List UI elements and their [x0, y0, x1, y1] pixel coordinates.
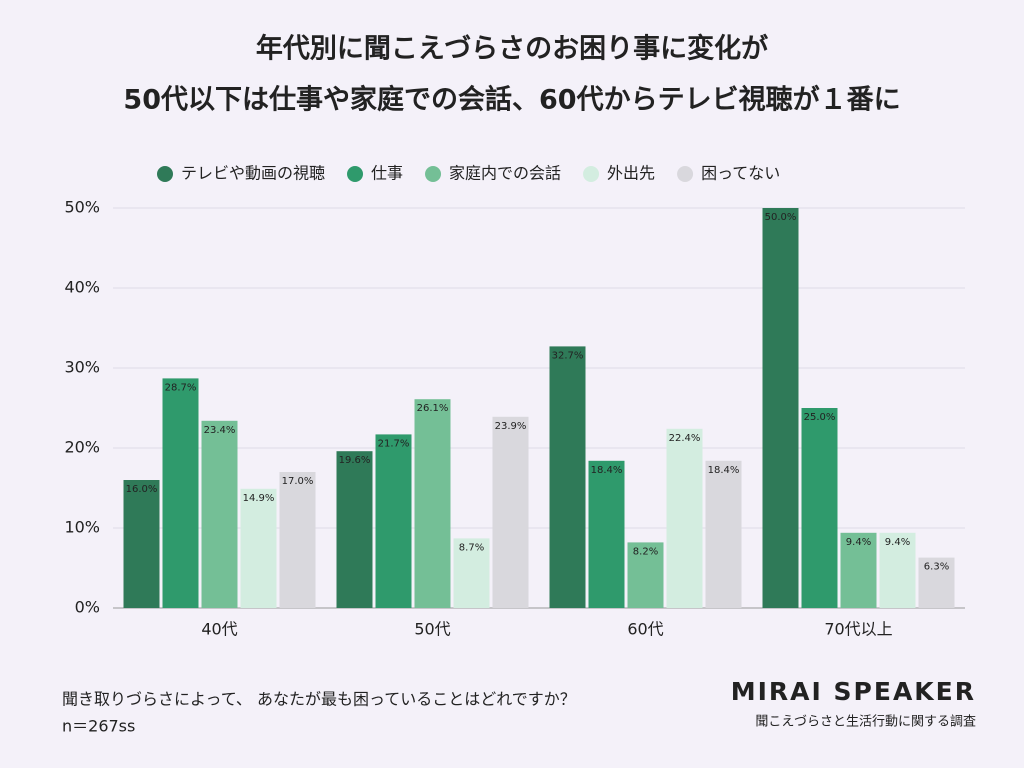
legend-swatch [583, 166, 600, 182]
bar [492, 416, 529, 608]
value-label: 50.0% [765, 212, 797, 223]
bar [762, 208, 799, 608]
legend-swatch [347, 166, 364, 182]
bar [705, 460, 742, 608]
value-label: 21.7% [378, 438, 410, 449]
question: 聞き取りづらさによって、 あなたが最も困っていることはどれですか？ [62, 690, 576, 709]
y-tick-label: 20% [64, 438, 100, 457]
sample-size: n＝267ss [62, 717, 135, 736]
legend-swatch [425, 166, 442, 182]
bar [588, 460, 625, 608]
y-tick-label: 40% [64, 278, 100, 297]
x-tick-label: 40代 [201, 620, 237, 639]
value-label: 9.4% [846, 537, 871, 548]
bar [162, 378, 199, 608]
bar [336, 451, 373, 608]
value-label: 8.7% [459, 542, 484, 553]
bar [201, 420, 238, 608]
legend-swatch [677, 166, 694, 182]
value-label: 23.4% [204, 425, 236, 436]
value-label: 22.4% [669, 433, 701, 444]
bar [279, 472, 316, 608]
value-label: 8.2% [633, 546, 658, 557]
y-tick-label: 0% [75, 598, 100, 617]
legend-label: 家庭内での会話 [449, 164, 561, 183]
value-label: 18.4% [591, 465, 623, 476]
bar [453, 538, 490, 608]
y-tick-label: 30% [64, 358, 100, 377]
y-tick-label: 50% [64, 198, 100, 217]
value-label: 18.4% [708, 465, 740, 476]
value-label: 25.0% [804, 412, 836, 423]
chart-title: 50代以下は仕事や家庭での会話、60代からテレビ視聴が１番に [123, 84, 900, 116]
value-label: 9.4% [885, 537, 910, 548]
value-label: 32.7% [552, 350, 584, 361]
bar [879, 532, 916, 608]
bar [666, 428, 703, 608]
legend-label: 外出先 [607, 164, 655, 183]
bar [414, 399, 451, 608]
bar [549, 346, 586, 608]
source: 聞こえづらさと生活行動に関する調査 [755, 715, 976, 730]
legend-label: 困ってない [701, 164, 780, 183]
bar [918, 557, 955, 608]
brand: MIRAI SPEAKER [731, 677, 976, 706]
value-label: 17.0% [282, 476, 314, 487]
bar [801, 408, 838, 608]
value-label: 23.9% [495, 421, 527, 432]
legend-label: 仕事 [371, 164, 403, 183]
value-label: 28.7% [165, 382, 197, 393]
value-label: 6.3% [924, 562, 949, 573]
value-label: 26.1% [417, 403, 449, 414]
bar [240, 488, 277, 608]
bar [375, 434, 412, 608]
value-label: 14.9% [243, 493, 275, 504]
legend-label: テレビや動画の視聴 [181, 164, 325, 183]
bar [627, 542, 664, 608]
x-tick-label: 60代 [627, 620, 663, 639]
value-label: 16.0% [126, 484, 158, 495]
y-tick-label: 10% [64, 518, 100, 537]
chart-title: 年代別に聞こえづらさのお困り事に変化が [256, 33, 768, 65]
bar [123, 480, 160, 608]
bar [840, 532, 877, 608]
value-label: 19.6% [339, 455, 371, 466]
x-tick-label: 70代以上 [824, 620, 892, 639]
legend-swatch [157, 166, 173, 182]
x-tick-label: 50代 [414, 620, 450, 639]
